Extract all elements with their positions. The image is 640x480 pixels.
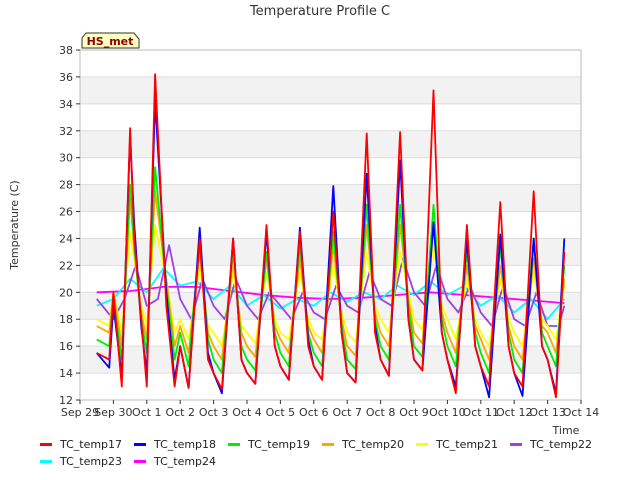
x-tick-label: Oct 3 [199,406,229,419]
x-tick-label: Oct 2 [165,406,195,419]
legend-item-tc-temp23: TC_temp23 [40,455,134,468]
series-line-tc-temp17 [96,73,566,399]
legend-label: TC_temp22 [530,438,593,451]
legend-label: TC_temp19 [248,438,311,451]
y-tick-label: 32 [59,125,73,138]
legend-row-1: TC_temp17 TC_temp18 TC_temp19 TC_temp20 … [40,436,630,453]
legend-item-tc-temp22: TC_temp22 [510,438,604,451]
series-lines [96,73,566,399]
x-tick-label: Oct 13 [529,406,566,419]
y-axis-ticks: 12 14 16 18 20 22 24 26 28 30 32 34 36 38 [59,44,80,407]
legend-swatch [322,443,334,446]
x-tick-label: Oct 10 [429,406,466,419]
x-tick-label: Sep 29 [61,406,99,419]
legend-item-tc-temp17: TC_temp17 [40,438,134,451]
annotation-label: HS_met [87,35,134,48]
legend-swatch [510,443,522,446]
x-tick-label: Oct 7 [332,406,362,419]
plot-frame [79,49,582,401]
legend-row-2: TC_temp23 TC_temp24 [40,453,630,470]
x-axis-label: Time [552,424,580,437]
grid-band [80,76,581,104]
y-tick-label: 12 [59,394,73,407]
y-tick-label: 28 [59,179,73,192]
x-tick-label: Oct 5 [266,406,296,419]
legend-label: TC_temp23 [60,455,123,468]
legend-item-tc-temp24: TC_temp24 [134,455,228,468]
y-tick-label: 20 [59,286,73,299]
y-tick-label: 22 [59,259,73,272]
y-tick-label: 30 [59,152,73,165]
x-tick-label: Oct 9 [399,406,429,419]
y-tick-label: 26 [59,206,73,219]
grid-band [80,130,581,158]
x-tick-label: Oct 1 [132,406,162,419]
y-tick-label: 14 [59,367,73,380]
y-tick-label: 38 [59,44,73,57]
legend-item-tc-temp19: TC_temp19 [228,438,322,451]
x-tick-label: Oct 11 [463,406,500,419]
legend-label: TC_temp21 [436,438,499,451]
legend-label: TC_temp24 [154,455,217,468]
chart-title: Temperature Profile C [249,4,390,19]
x-tick-label: Sep 30 [94,406,132,419]
x-tick-label: Oct 14 [563,406,600,419]
legend-swatch [40,443,52,446]
legend: TC_temp17 TC_temp18 TC_temp19 TC_temp20 … [40,436,630,470]
legend-label: TC_temp17 [60,438,123,451]
x-tick-label: Oct 8 [366,406,396,419]
y-tick-label: 24 [59,232,73,245]
annotation-box: HS_met [81,32,140,49]
series-line-tc-temp23 [96,267,565,321]
y-tick-label: 16 [59,340,73,353]
y-tick-label: 18 [59,313,73,326]
legend-swatch [416,443,428,446]
series-line-tc-temp24 [96,285,565,304]
legend-swatch [134,443,146,446]
legend-swatch [228,443,240,446]
legend-label: TC_temp18 [154,438,217,451]
grid-band [80,184,581,212]
legend-item-tc-temp18: TC_temp18 [134,438,228,451]
grid-band [80,346,581,374]
y-axis-label: Temperature (C) [8,180,21,270]
y-tick-label: 34 [59,98,73,111]
legend-swatch [134,460,146,463]
legend-swatch [40,460,52,463]
x-tick-label: Oct 12 [496,406,533,419]
x-tick-label: Oct 4 [232,406,262,419]
legend-label: TC_temp20 [342,438,405,451]
y-tick-label: 36 [59,71,73,84]
legend-item-tc-temp21: TC_temp21 [416,438,510,451]
x-tick-label: Oct 6 [299,406,329,419]
legend-item-tc-temp20: TC_temp20 [322,438,416,451]
